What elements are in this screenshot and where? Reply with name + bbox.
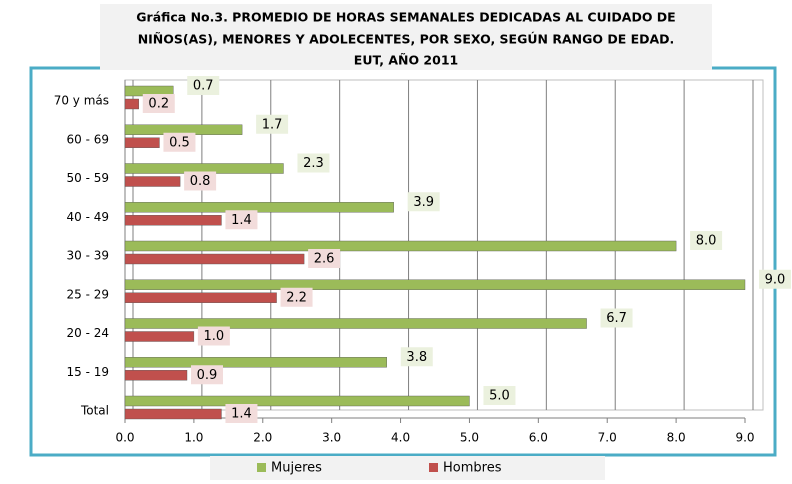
x-tick-label: 7.0 bbox=[598, 431, 617, 445]
value-label-box bbox=[256, 114, 289, 134]
value-label: 2.3 bbox=[303, 156, 324, 171]
legend-swatch bbox=[257, 463, 266, 472]
value-label-box bbox=[225, 210, 258, 230]
x-tick-label: 3.0 bbox=[322, 431, 341, 445]
y-tick-label: 30 - 39 bbox=[67, 249, 110, 263]
value-label: 3.8 bbox=[406, 350, 427, 365]
bar bbox=[124, 137, 160, 148]
y-tick-label: 70 y más bbox=[54, 94, 109, 108]
bar bbox=[124, 331, 195, 342]
value-label-box bbox=[163, 132, 196, 152]
bar bbox=[124, 215, 222, 226]
value-label-box bbox=[690, 231, 723, 250]
value-label-box bbox=[197, 326, 230, 346]
value-label-box bbox=[483, 386, 516, 405]
bar bbox=[124, 370, 188, 381]
value-label: 6.7 bbox=[606, 311, 627, 326]
value-label-box bbox=[142, 94, 175, 113]
bar bbox=[124, 253, 305, 265]
y-tick-label: 40 - 49 bbox=[67, 210, 110, 224]
value-label-box bbox=[280, 287, 313, 307]
value-label-box bbox=[191, 365, 223, 385]
value-label: 2.2 bbox=[286, 290, 307, 305]
value-label: 5.0 bbox=[489, 389, 510, 404]
value-label: 0.2 bbox=[148, 97, 169, 112]
value-label: 0.9 bbox=[197, 368, 218, 383]
x-tick-label: 5.0 bbox=[460, 431, 479, 445]
chart-title: Gráfica No.3. PROMEDIO DE HORAS SEMANALE… bbox=[136, 10, 675, 25]
value-label-box bbox=[407, 192, 440, 212]
bar bbox=[124, 240, 677, 252]
y-tick-label: 60 - 69 bbox=[67, 132, 110, 146]
bar bbox=[124, 98, 139, 110]
value-label: 2.6 bbox=[314, 252, 335, 267]
value-label: 1.4 bbox=[231, 407, 252, 422]
chart-title: NIÑOS(AS), MENORES Y ADOLECENTES, POR SE… bbox=[138, 32, 675, 47]
value-label-box bbox=[600, 308, 633, 328]
bar bbox=[124, 202, 394, 213]
value-label: 1.0 bbox=[204, 329, 225, 344]
value-label: 0.5 bbox=[169, 135, 190, 150]
value-label-box bbox=[759, 269, 791, 289]
x-tick-label: 9.0 bbox=[735, 431, 754, 445]
value-label-box bbox=[184, 171, 217, 191]
value-label: 1.4 bbox=[231, 213, 252, 228]
value-label: 1.7 bbox=[262, 117, 283, 132]
value-label: 8.0 bbox=[696, 234, 717, 249]
value-label-box bbox=[400, 347, 433, 367]
title-box bbox=[100, 4, 712, 70]
bar bbox=[124, 292, 277, 303]
bar bbox=[124, 357, 387, 368]
value-label-box bbox=[187, 76, 220, 95]
value-label: 3.9 bbox=[413, 195, 434, 210]
legend-label: Hombres bbox=[443, 461, 502, 476]
bar bbox=[124, 395, 470, 407]
chart-title: EUT, AÑO 2011 bbox=[354, 53, 458, 68]
bar bbox=[124, 279, 746, 290]
value-label: 9.0 bbox=[765, 272, 786, 287]
y-tick-label: Total bbox=[80, 404, 109, 418]
legend-box bbox=[210, 456, 605, 480]
x-tick-label: 0.0 bbox=[115, 431, 134, 445]
legend-swatch bbox=[429, 463, 438, 472]
y-tick-label: 20 - 24 bbox=[67, 326, 110, 340]
value-label-box bbox=[225, 404, 258, 423]
bar bbox=[124, 318, 587, 329]
y-tick-label: 15 - 19 bbox=[67, 365, 110, 379]
y-tick-label: 50 - 59 bbox=[67, 171, 110, 185]
value-label: 0.7 bbox=[193, 79, 214, 94]
legend-label: Mujeres bbox=[271, 461, 322, 476]
bar bbox=[124, 176, 181, 187]
x-tick-label: 1.0 bbox=[184, 431, 203, 445]
x-tick-label: 6.0 bbox=[529, 431, 548, 445]
x-tick-label: 4.0 bbox=[391, 431, 410, 445]
bar bbox=[124, 408, 222, 420]
x-tick-label: 2.0 bbox=[253, 431, 272, 445]
x-tick-label: 8.0 bbox=[667, 431, 686, 445]
value-label-box bbox=[308, 249, 341, 268]
value-label-box bbox=[297, 153, 330, 173]
y-tick-label: 25 - 29 bbox=[67, 287, 110, 301]
value-label: 0.8 bbox=[190, 174, 211, 189]
